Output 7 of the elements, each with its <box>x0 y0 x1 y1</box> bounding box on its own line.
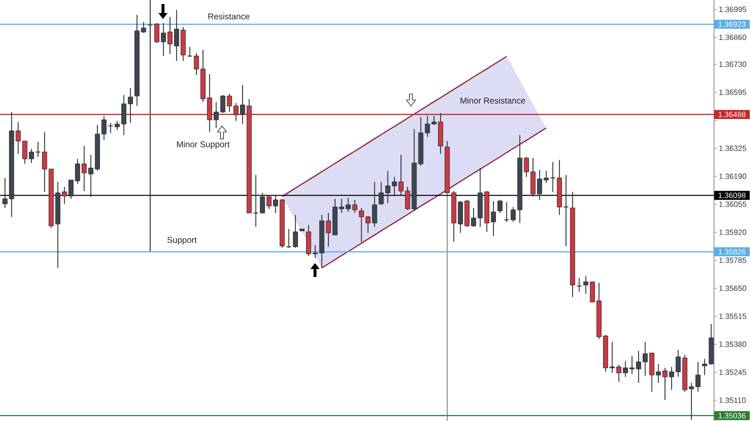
candlestick <box>702 358 708 376</box>
annotation: Resistance <box>208 13 250 20</box>
annotation: Minor Resistance <box>460 97 526 104</box>
candlestick <box>292 214 298 248</box>
annotation: Minor Support <box>176 141 230 149</box>
annotation: Support <box>167 236 197 245</box>
candlestick <box>498 199 502 214</box>
